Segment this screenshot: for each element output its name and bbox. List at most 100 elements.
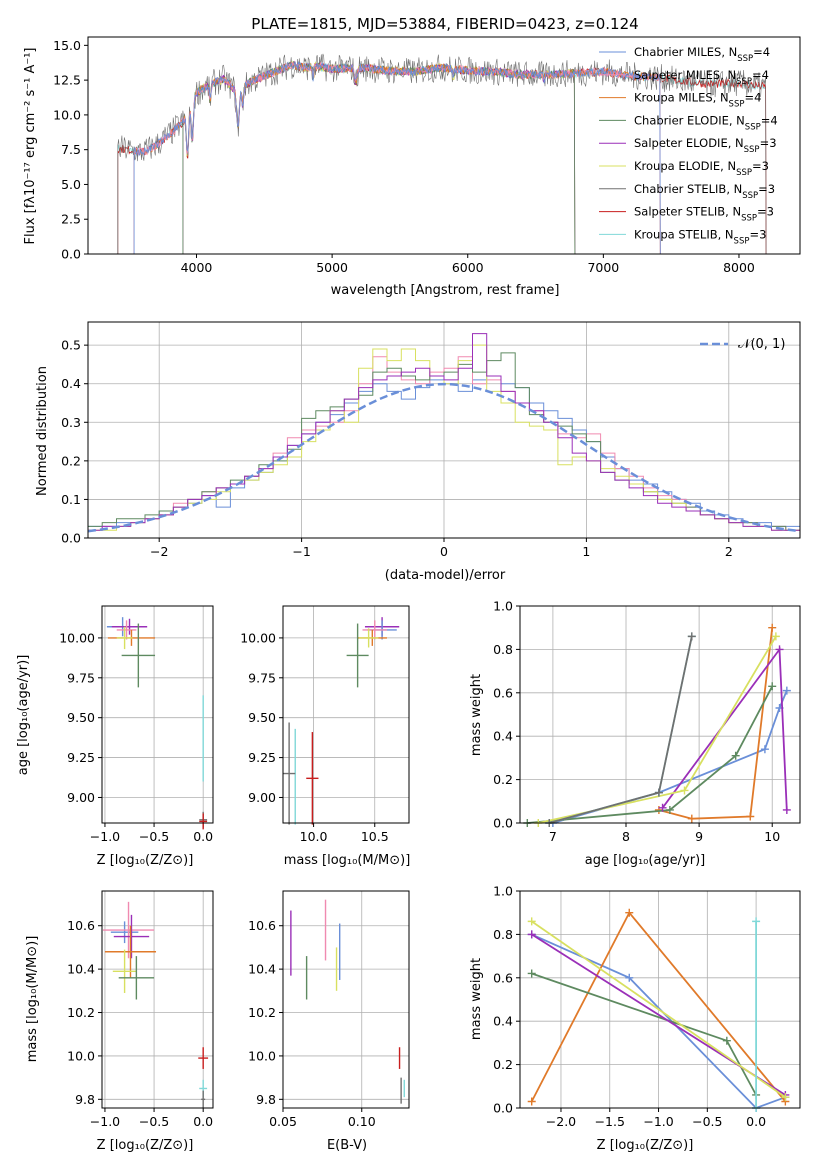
x-tick-label: 2: [725, 544, 733, 559]
y-tick-label: 12.5: [53, 73, 81, 88]
legend-count: =4: [761, 113, 778, 127]
legend-subscript: SSP: [742, 191, 758, 201]
weight-line-kroupa-miles: [658, 627, 774, 820]
weight-marker: [527, 917, 536, 926]
x-tick-label: −1.0: [90, 829, 120, 844]
x-tick-label: 0: [440, 544, 448, 559]
y-tick-label: 0.6: [493, 970, 513, 985]
x-tick-label: 1: [582, 544, 590, 559]
y-tick-label: 0.0: [61, 531, 81, 546]
y-tick-label: 0.8: [493, 642, 513, 657]
y-tick-label: 0.0: [493, 1101, 513, 1116]
legend-subscript: SSP: [736, 168, 752, 178]
x-tick-label: 0.0: [746, 1114, 766, 1129]
x-tick-label: −1: [292, 544, 310, 559]
legend-count: =3: [749, 227, 766, 241]
residuals-panel: −2 −1 0 1 2 0.0 0.1 0.2 0.3 0.4 0.5: [61, 321, 801, 559]
legend-subscript: SSP: [745, 122, 761, 132]
legend-subscript: SSP: [734, 236, 750, 246]
y-tick-label: 10.0: [53, 107, 81, 122]
y-tick-label: 15.0: [53, 38, 81, 53]
weight-line-chabrier-elodie: [527, 685, 773, 824]
y-tick-label: 10.4: [67, 962, 95, 977]
weight-marker: [625, 908, 634, 917]
x-tick-label: 10.0: [300, 829, 328, 844]
y-tick-label: 0.2: [61, 453, 81, 468]
weight-line-chabrier-stelib: [548, 636, 693, 824]
mass-z-xlabel: Z [log₁₀(Z/Z⊙)]: [97, 1138, 194, 1153]
legend-subscript: SSP: [736, 77, 752, 87]
weight-line-salpeter-elodie: [661, 646, 788, 811]
spectrum-chabrier-elodie: [182, 61, 576, 254]
y-tick-label: 0.5: [61, 338, 81, 353]
y-tick-label: 9.8: [75, 1092, 95, 1107]
axes-frame: [282, 890, 410, 1109]
x-tick-label: −0.5: [139, 1114, 169, 1129]
weight-marker: [625, 973, 634, 982]
x-tick-label: 9: [695, 829, 703, 844]
weight-line-kroupa-elodie: [538, 635, 777, 824]
legend-entry: Salpeter STELIB, NSSP=3: [634, 205, 774, 224]
x-tick-label: −0.5: [692, 1114, 722, 1129]
legend-entry: Chabrier STELIB, NSSP=3: [634, 182, 775, 201]
y-tick-label: 0.0: [493, 816, 513, 831]
y-tick-label: 9.75: [67, 670, 95, 685]
age-z-xlabel: Z [log₁₀(Z/Z⊙)]: [97, 853, 194, 868]
y-tick-label: 0.4: [61, 376, 81, 391]
legend-count: =4: [744, 91, 761, 105]
x-tick-label: 0.05: [269, 1114, 297, 1129]
legend-count: =4: [752, 68, 769, 82]
legend-count: =4: [753, 45, 770, 59]
spectrum-xlabel: wavelength [Angstrom, rest frame]: [331, 283, 560, 298]
y-tick-label: 9.50: [67, 710, 95, 725]
y-tick-label: 10.0: [67, 1048, 95, 1063]
y-tick-label: 9.25: [248, 750, 276, 765]
legend-entry: Kroupa ELODIE, NSSP=3: [634, 159, 769, 178]
legend-subscript: SSP: [737, 54, 753, 64]
x-tick-label: −1.5: [595, 1114, 625, 1129]
weight-vs-age-panel: 7 8 9 10 0.0 0.2 0.4 0.6 0.8 1.0: [493, 599, 801, 844]
x-tick-label: −1.0: [90, 1114, 120, 1129]
y-tick-label: 0.2: [493, 1057, 513, 1072]
weight-marker: [782, 686, 791, 695]
axes-frame: [101, 605, 214, 824]
age-mass-xlabel: mass [log₁₀(M/M⊙)]: [284, 853, 411, 868]
weight-marker: [731, 751, 740, 760]
weight-age-ylabel: mass weight: [469, 674, 484, 756]
legend-count: =3: [752, 159, 769, 173]
y-tick-label: 1.0: [493, 599, 513, 614]
y-tick-label: 0.6: [493, 685, 513, 700]
spectrum-panel: 4000 5000 6000 7000 8000 0.0 2.5 5.0 7.5 10.0 12.5…: [53, 36, 801, 275]
axes-frame: [87, 36, 801, 255]
age-vs-z-panel: −1.0 −0.5 0.0 9.00 9.25 9.50 9.75 10.00: [59, 605, 214, 844]
legend-entry: Kroupa STELIB, NSSP=3: [634, 227, 766, 246]
y-tick-label: 0.1: [61, 492, 81, 507]
y-tick-label: 10.00: [59, 630, 95, 645]
y-tick-label: 0.8: [493, 927, 513, 942]
axes-frame: [519, 605, 801, 824]
residuals-ylabel: Normed distribution: [35, 366, 50, 496]
y-tick-label: 0.2: [493, 772, 513, 787]
weight-marker: [687, 632, 696, 641]
weight-marker: [665, 805, 674, 814]
weight-marker: [775, 645, 784, 654]
mass-ebv-xlabel: E(B-V): [327, 1138, 367, 1153]
y-tick-label: 10.2: [248, 1005, 276, 1020]
weight-line-kroupa-stelib: [548, 636, 693, 824]
weight-marker: [527, 1097, 536, 1106]
x-tick-label: −2: [150, 544, 168, 559]
axes-frame: [519, 890, 801, 1109]
legend-count: =3: [757, 205, 774, 219]
age-z-ylabel: age [log₁₀(age/yr)]: [16, 655, 31, 776]
mass-z-ylabel: mass [log₁₀(M/M⊙)]: [25, 936, 40, 1063]
weight-marker: [654, 788, 663, 797]
x-tick-label: 10: [764, 829, 780, 844]
weight-age-xlabel: age [log₁₀(age/yr)]: [585, 853, 706, 868]
legend-entry: Chabrier ELODIE, NSSP=4: [634, 113, 778, 132]
axes-frame: [101, 890, 214, 1109]
spectrum-salpeter-elodie: [182, 60, 576, 254]
y-tick-label: 9.00: [248, 790, 276, 805]
residuals-xlabel: (data-model)/error: [385, 568, 506, 583]
legend-count: =3: [758, 182, 775, 196]
